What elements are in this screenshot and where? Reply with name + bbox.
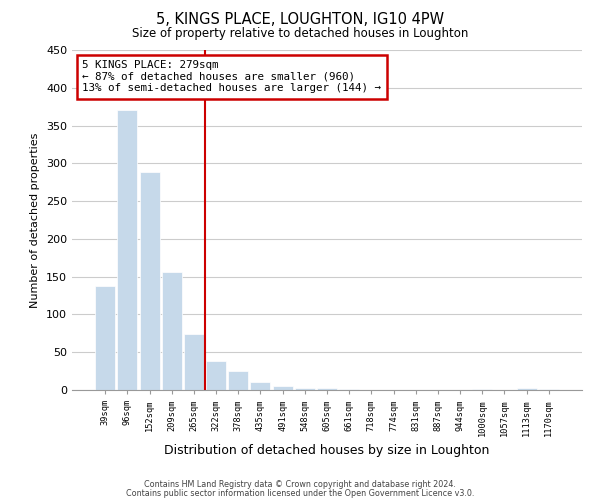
Text: 5, KINGS PLACE, LOUGHTON, IG10 4PW: 5, KINGS PLACE, LOUGHTON, IG10 4PW — [156, 12, 444, 28]
Bar — [140, 172, 160, 390]
Text: Size of property relative to detached houses in Loughton: Size of property relative to detached ho… — [132, 28, 468, 40]
Bar — [95, 286, 115, 390]
Bar — [162, 272, 182, 390]
Bar — [250, 382, 271, 390]
Bar — [517, 388, 536, 390]
X-axis label: Distribution of detached houses by size in Loughton: Distribution of detached houses by size … — [164, 444, 490, 457]
Bar — [539, 389, 559, 390]
Bar — [272, 386, 293, 390]
Text: Contains HM Land Registry data © Crown copyright and database right 2024.: Contains HM Land Registry data © Crown c… — [144, 480, 456, 489]
Bar — [206, 362, 226, 390]
Bar — [118, 110, 137, 390]
Bar — [472, 389, 492, 390]
Bar — [184, 334, 204, 390]
Bar — [228, 371, 248, 390]
Text: Contains public sector information licensed under the Open Government Licence v3: Contains public sector information licen… — [126, 488, 474, 498]
Bar — [317, 388, 337, 390]
Bar — [295, 388, 315, 390]
Y-axis label: Number of detached properties: Number of detached properties — [31, 132, 40, 308]
Text: 5 KINGS PLACE: 279sqm
← 87% of detached houses are smaller (960)
13% of semi-det: 5 KINGS PLACE: 279sqm ← 87% of detached … — [82, 60, 381, 94]
Bar — [339, 389, 359, 390]
